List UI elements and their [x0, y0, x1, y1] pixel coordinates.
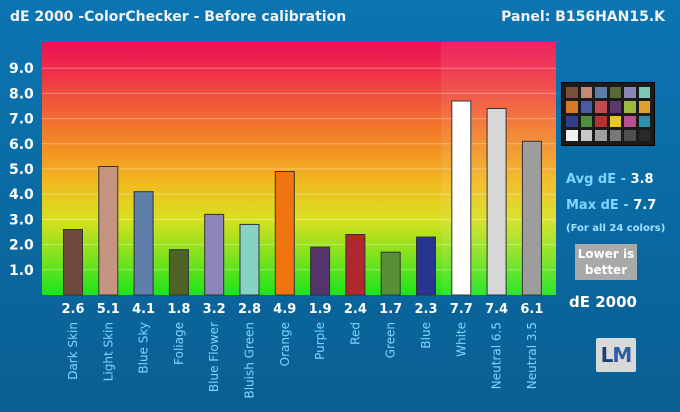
de-2000-label: dE 2000 [569, 293, 637, 311]
category-label: White [454, 322, 468, 357]
category-label: Blue Flower [207, 322, 221, 392]
value-label: 6.1 [520, 302, 543, 317]
category-label: Bluish Green [243, 322, 257, 399]
checker-swatch-cell [609, 115, 621, 127]
bar [380, 251, 401, 296]
y-tick-label: 4.0 [9, 187, 34, 203]
bar [451, 100, 472, 296]
checker-swatch-cell [624, 115, 636, 127]
avg-de-label: Avg dE - [566, 172, 627, 187]
value-label: 2.3 [414, 302, 437, 317]
better-line: better [584, 263, 628, 277]
category-label: Blue [419, 322, 433, 349]
bar [239, 223, 260, 296]
bar [486, 108, 507, 296]
value-label: 3.2 [203, 302, 226, 317]
checker-swatch-cell [595, 87, 607, 99]
max-de-value: 7.7 [633, 198, 657, 213]
bar [63, 228, 83, 296]
category-label: Dark Skin [66, 322, 80, 380]
checker-swatch-cell [624, 101, 636, 113]
bar [521, 140, 542, 296]
category-label: Neutral 3.5 [525, 322, 539, 389]
category-label: Red [348, 322, 362, 345]
lower-is-line: Lower is [577, 247, 635, 261]
value-label: 7.4 [485, 302, 508, 317]
bar [98, 165, 119, 296]
value-label: 7.7 [450, 302, 473, 317]
max-de-stat: Max dE - 7.7 [566, 198, 656, 213]
laptopmedia-logo: LM [596, 338, 636, 372]
y-tick-label: 8.0 [9, 86, 34, 102]
colorchecker-swatch [561, 82, 655, 146]
bar [204, 213, 225, 296]
value-label: 1.9 [309, 302, 332, 317]
category-label: Purple [313, 322, 327, 360]
y-tick-label: 6.0 [9, 137, 34, 153]
category-label: Light Skin [101, 322, 115, 381]
panel-label: Panel: B156HAN15.K [501, 9, 665, 25]
y-tick-label: 9.0 [9, 61, 34, 77]
checker-swatch-cell [580, 129, 592, 141]
chart-title: dE 2000 -ColorChecker - Before calibrati… [10, 9, 347, 25]
avg-de-value: 3.8 [630, 172, 654, 187]
checker-swatch-cell [566, 101, 578, 113]
value-label: 2.8 [238, 302, 261, 317]
checker-swatch-cell [595, 101, 607, 113]
checker-swatch-cell [638, 101, 650, 113]
checker-swatch-cell [609, 101, 621, 113]
y-tick-label: 2.0 [9, 238, 34, 254]
checker-swatch-cell [624, 129, 636, 141]
checker-swatch-cell [609, 129, 621, 141]
bar [274, 171, 295, 296]
value-label: 2.6 [61, 302, 84, 317]
value-label: 4.9 [273, 302, 296, 317]
y-tick-label: 3.0 [9, 212, 34, 228]
checker-swatch-cell [580, 101, 592, 113]
bar [345, 234, 366, 296]
checker-swatch-cell [580, 115, 592, 127]
value-label: 2.4 [344, 302, 367, 317]
category-label: Neutral 6.5 [490, 322, 504, 389]
checker-swatch-cell [566, 115, 578, 127]
checker-swatch-cell [580, 87, 592, 99]
y-tick-label: 5.0 [9, 162, 34, 178]
value-label: 1.8 [167, 302, 190, 317]
all-colors-note: (For all 24 colors) [566, 223, 666, 234]
checker-swatch-cell [595, 129, 607, 141]
value-label: 5.1 [97, 302, 120, 317]
checker-swatch-cell [638, 115, 650, 127]
value-label: 4.1 [132, 302, 155, 317]
max-de-label: Max dE - [566, 198, 629, 213]
avg-de-stat: Avg dE - 3.8 [566, 172, 654, 187]
checker-swatch-cell [595, 115, 607, 127]
checker-swatch-cell [638, 129, 650, 141]
checker-swatch-cell [638, 87, 650, 99]
category-label: Orange [278, 322, 292, 366]
bar [310, 246, 331, 296]
category-label: Blue Sky [137, 322, 151, 374]
checker-swatch-cell [566, 129, 578, 141]
bar [133, 191, 154, 296]
value-label: 1.7 [379, 302, 402, 317]
y-tick-label: 1.0 [9, 263, 34, 279]
y-tick-label: 7.0 [9, 112, 34, 128]
logo-letter-l: L [600, 343, 614, 367]
logo-letter-m: M [612, 343, 632, 367]
category-label: Green [384, 322, 398, 358]
checker-swatch-cell [609, 87, 621, 99]
bar [416, 236, 436, 296]
checker-swatch-cell [566, 87, 578, 99]
bar [168, 249, 189, 296]
checker-swatch-cell [624, 87, 636, 99]
lower-is-better-badge: Lower is better [575, 244, 637, 280]
category-label: Foliage [172, 322, 186, 365]
